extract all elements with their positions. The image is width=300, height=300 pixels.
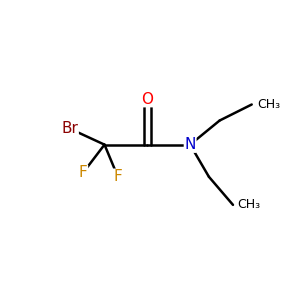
Text: F: F [79,165,88,180]
Text: CH₃: CH₃ [237,198,260,212]
Text: O: O [141,92,153,106]
Text: N: N [184,137,196,152]
Text: CH₃: CH₃ [257,98,280,111]
Text: Br: Br [61,121,78,136]
Text: F: F [113,169,122,184]
